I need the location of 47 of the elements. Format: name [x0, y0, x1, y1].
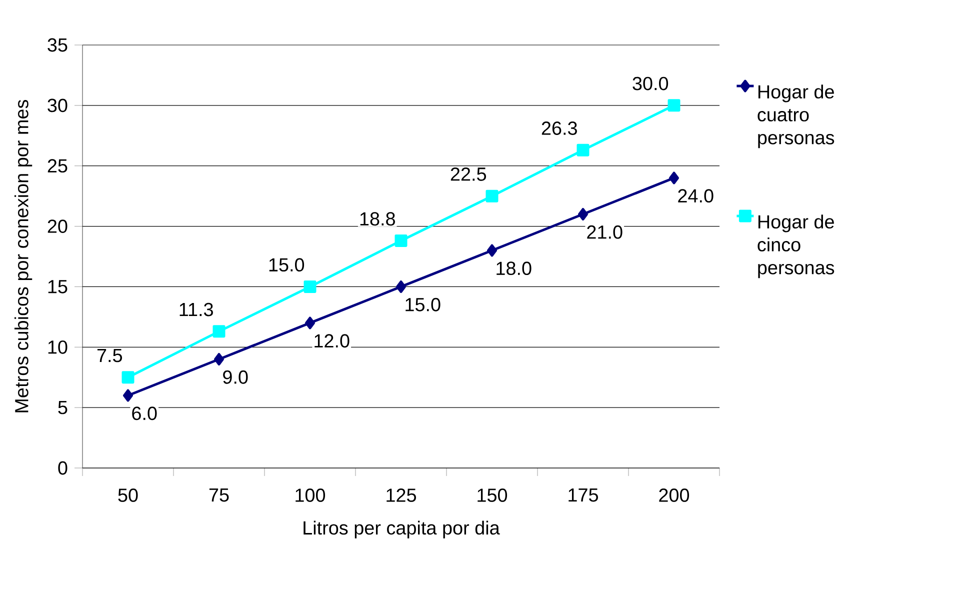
x-axis-title: Litros per capita por dia [304, 520, 500, 538]
data-label: 30.0 [632, 76, 668, 90]
y-tick-label: 0 [58, 461, 68, 475]
y-tick-label: 10 [48, 340, 68, 354]
y-tick-label: 20 [48, 220, 68, 233]
point [487, 244, 497, 257]
data-label: 7.5 [97, 348, 122, 362]
x-tick-label: 125 [386, 488, 416, 502]
point [669, 172, 679, 184]
point [396, 280, 406, 293]
data-label: 22.5 [450, 167, 486, 181]
y-tick-label: 30 [48, 98, 68, 112]
y-axis-title: Metros cubicos por conexion por mes [14, 100, 32, 412]
data-label: 15.0 [406, 298, 440, 312]
data-label: 18.8 [360, 212, 395, 226]
point [394, 234, 408, 248]
legend-label: Hogar de cinco personas [758, 214, 834, 278]
y-tick-label: 25 [48, 159, 68, 173]
data-label: 6.0 [132, 406, 157, 420]
legend-label: Hogar de cuatro personas [758, 84, 834, 148]
y-tick-label: 35 [48, 38, 68, 52]
point [214, 352, 224, 366]
data-label: 21.0 [587, 225, 622, 239]
x-tick-label: 75 [209, 488, 229, 502]
y-tick-label: 15 [48, 280, 68, 294]
x-tick-label: 200 [659, 488, 690, 502]
y-tick-label: 5 [58, 400, 68, 414]
x-tick-label: 150 [478, 488, 508, 502]
point [486, 190, 498, 202]
data-label: 26.3 [542, 122, 577, 135]
data-label: 15.0 [269, 258, 304, 272]
data-label: 11.3 [180, 302, 213, 316]
point [668, 99, 680, 112]
data-label: 9.0 [223, 370, 248, 384]
x-tick-label: 50 [118, 488, 138, 502]
point [212, 325, 226, 338]
data-label: 12.0 [314, 334, 350, 348]
data-label: 18.0 [496, 262, 532, 276]
point [304, 280, 316, 293]
point [305, 316, 315, 330]
point [123, 389, 133, 402]
x-tick-label: 100 [296, 488, 326, 502]
point [122, 371, 134, 384]
x-tick-label: 175 [568, 488, 598, 502]
point [576, 144, 590, 156]
point [578, 208, 588, 220]
data-label: 24.0 [678, 189, 714, 203]
